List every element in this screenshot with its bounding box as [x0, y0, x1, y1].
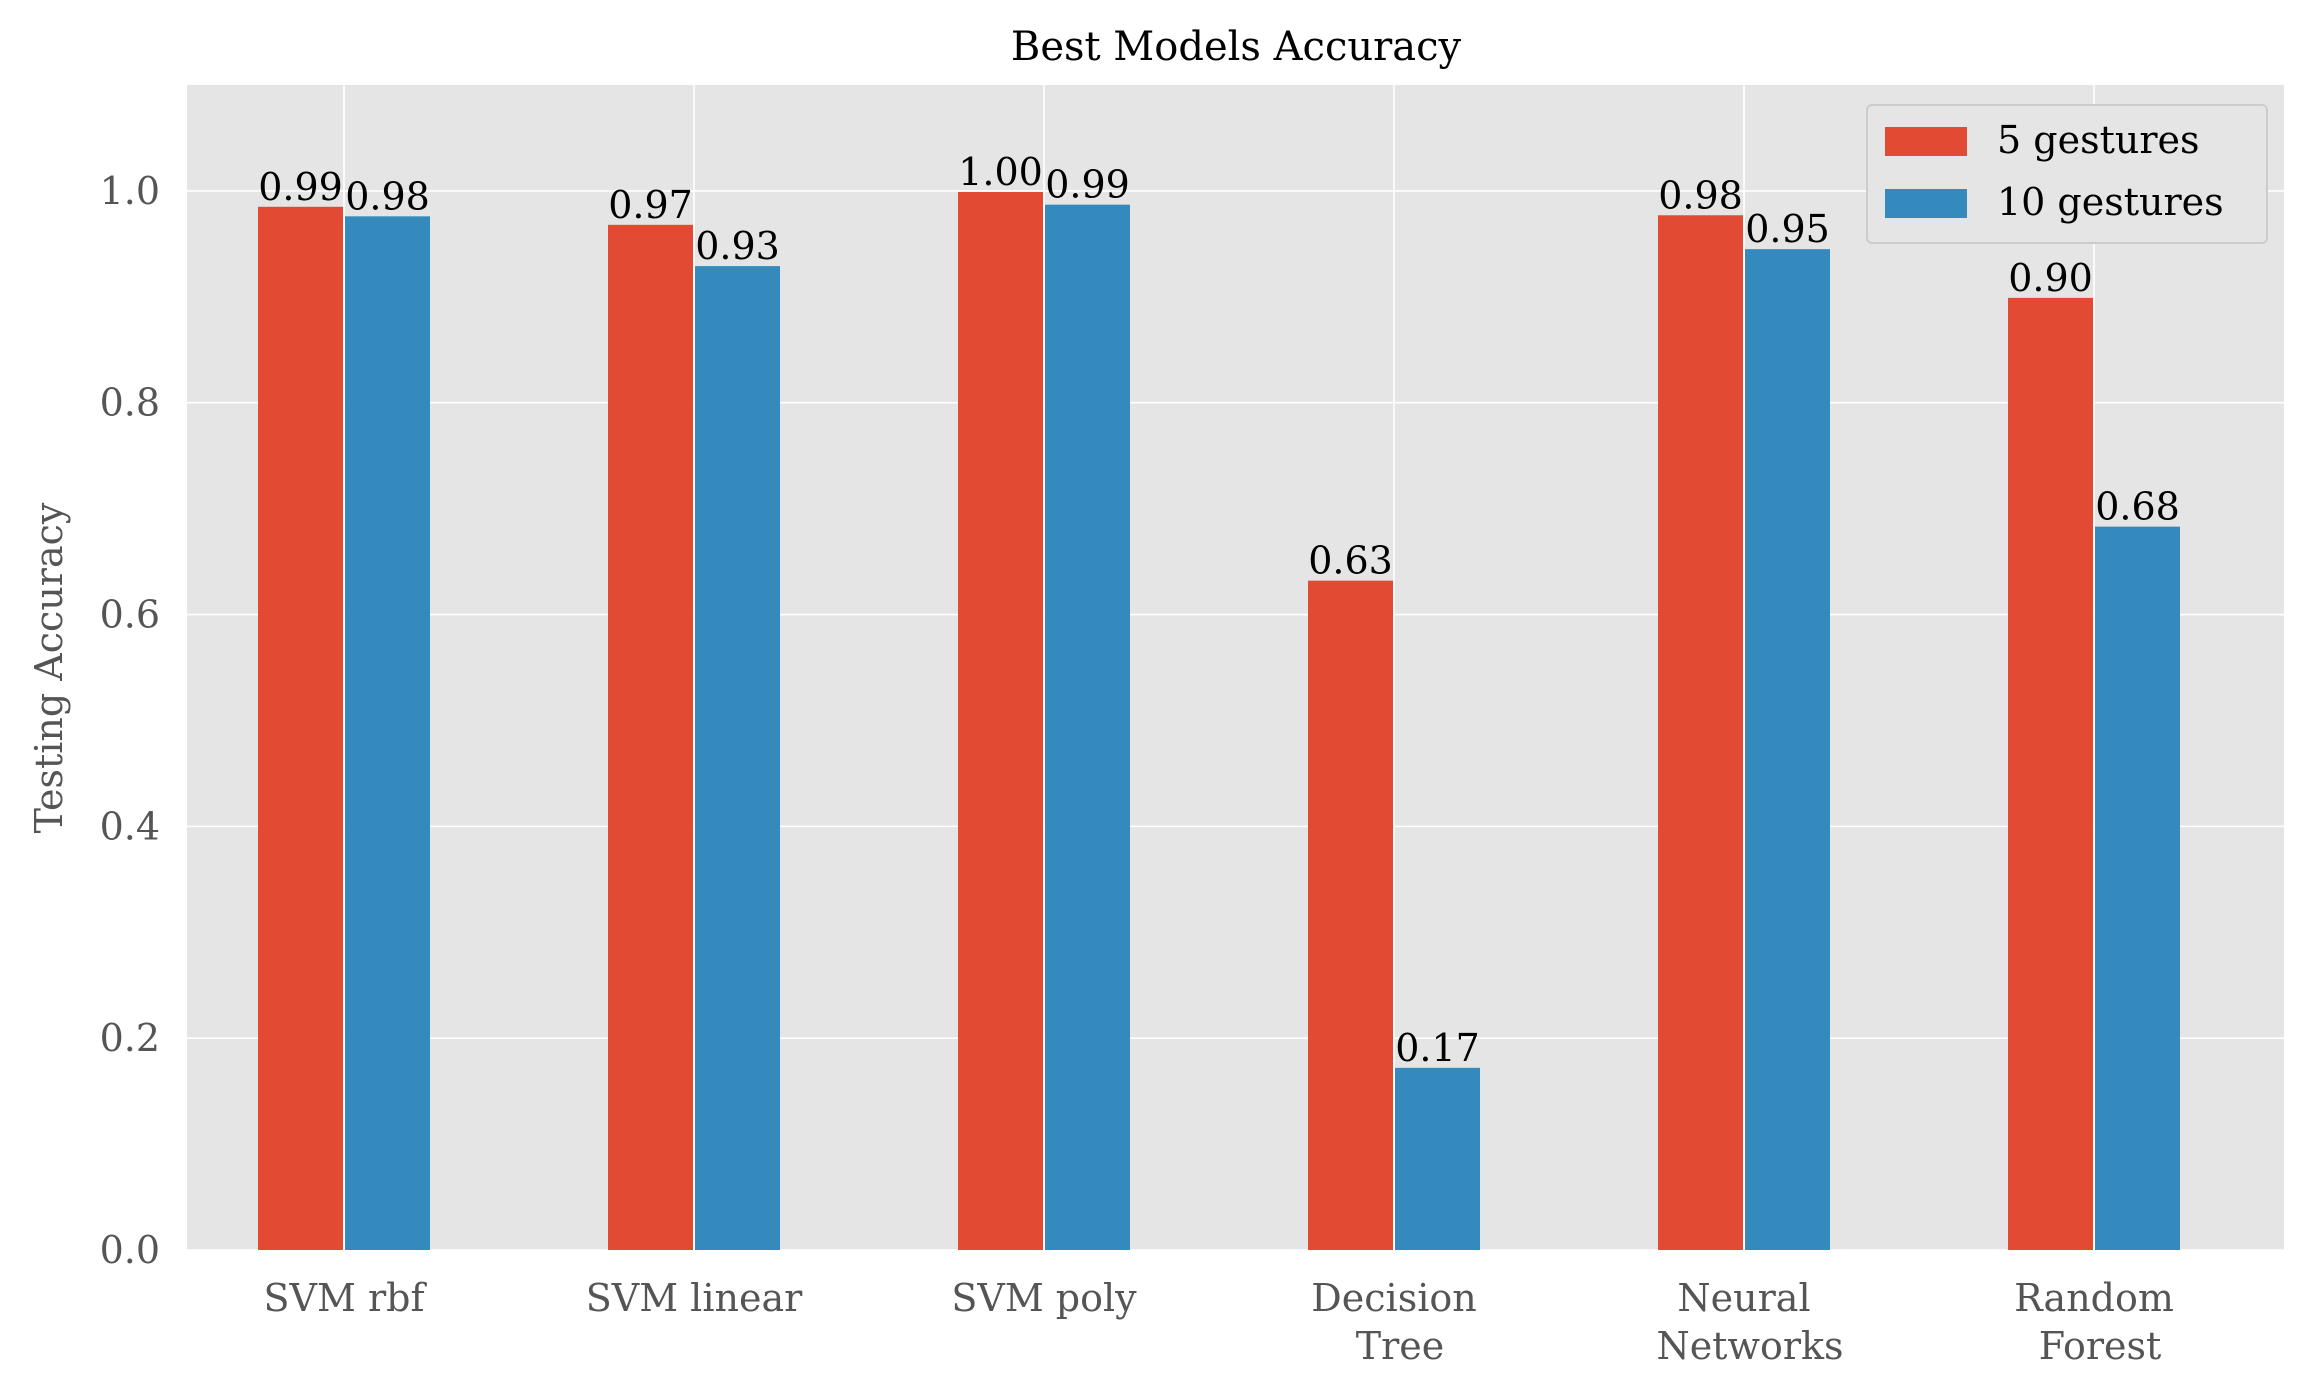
bar-5-gestures: [608, 224, 693, 1250]
bar-5-gestures: [958, 191, 1043, 1251]
y-axis-ticks: 0.0 0.2 0.4 0.6 0.8 1.0: [100, 169, 160, 1272]
bar-10-gestures: [2095, 526, 2180, 1250]
y-tick-label: 1.0: [100, 169, 160, 213]
bar-5-gestures: [1308, 580, 1393, 1250]
bar-value-label: 0.99: [1045, 163, 1130, 207]
gridlines: [187, 85, 2284, 1251]
bar-5-gestures: [1658, 215, 1743, 1250]
legend-swatch-5-gestures: [1885, 127, 1967, 156]
bar-value-label: 0.63: [1308, 539, 1393, 583]
x-tick-label: Decision Tree: [1311, 1276, 1476, 1368]
y-tick-label: 0.6: [100, 593, 160, 637]
bar-10-gestures: [1045, 204, 1130, 1251]
y-tick-label: 0.8: [100, 381, 160, 425]
bar-value-label: 0.95: [1745, 207, 1830, 251]
bar-value-label: 1.00: [958, 150, 1043, 194]
bar-value-label: 0.99: [258, 165, 343, 209]
bar-5-gestures: [258, 206, 343, 1251]
x-tick-label: SVM linear: [586, 1276, 803, 1320]
y-tick-label: 0.2: [100, 1016, 160, 1060]
legend-label-5-gestures: 5 gestures: [1997, 118, 2199, 162]
bar-value-label: 0.98: [345, 174, 430, 218]
bar-10-gestures: [345, 216, 430, 1250]
legend: 5 gestures 10 gestures: [1866, 104, 2268, 244]
bar-value-label: 0.90: [2008, 256, 2093, 300]
x-axis-ticks: SVM rbf SVM linear SVM poly Decision Tree Neu…: [263, 1276, 2173, 1368]
bar-value-label: 0.17: [1395, 1026, 1480, 1070]
x-tick-label: SVM rbf: [263, 1276, 427, 1320]
y-tick-label: 0.0: [100, 1228, 160, 1272]
bar-5-gestures: [2008, 297, 2093, 1250]
x-tick-label: SVM poly: [951, 1276, 1137, 1320]
y-tick-label: 0.4: [100, 804, 160, 848]
bar-value-label: 0.93: [695, 224, 780, 268]
bar-value-label: 0.68: [2095, 485, 2180, 529]
bar-10-gestures: [695, 266, 780, 1250]
bar-10-gestures: [1395, 1067, 1480, 1250]
plot-background: [187, 85, 2284, 1250]
bars: [258, 191, 2180, 1251]
data-labels: 0.99 0.97 1.00 0.63 0.98 0.90 0.98 0.93 0.99 0.17…: [258, 150, 2180, 1070]
legend-label-10-gestures: 10 gestures: [1997, 180, 2224, 224]
x-tick-label: Neural Networks: [1656, 1276, 1843, 1368]
bar-value-label: 0.97: [608, 183, 693, 227]
y-axis-label: Testing Accuracy: [27, 502, 71, 833]
x-tick-label: Random Forest: [2014, 1276, 2174, 1368]
bar-value-label: 0.98: [1658, 173, 1743, 217]
chart-title: Best Models Accuracy: [1011, 24, 1462, 70]
bar-10-gestures: [1745, 249, 1830, 1251]
legend-swatch-10-gestures: [1885, 189, 1967, 218]
